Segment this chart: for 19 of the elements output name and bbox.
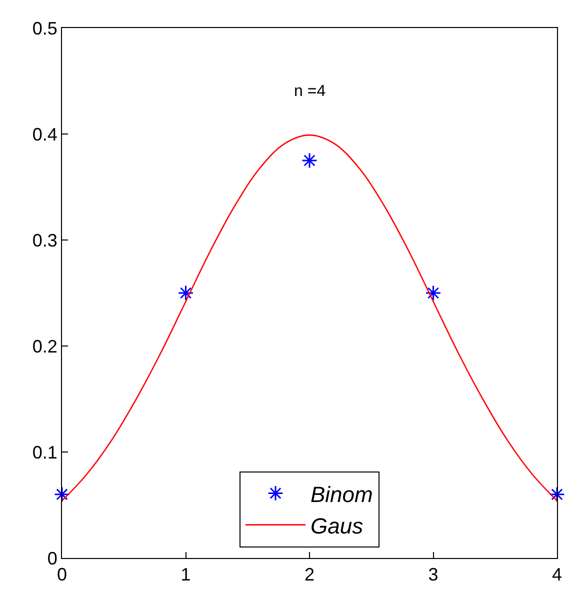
x-tick-label: 2 <box>304 564 315 585</box>
point <box>425 285 442 301</box>
x-tick-label: 1 <box>180 564 191 585</box>
x-tick-label: 4 <box>552 564 562 585</box>
legend-label: Gaus <box>310 513 364 538</box>
y-tick-label: 0 <box>47 548 58 568</box>
point <box>549 486 565 502</box>
y-tick-label: 0.5 <box>32 18 58 38</box>
point <box>178 285 194 301</box>
line-series <box>62 134 557 502</box>
y-tick-label: 0.1 <box>32 442 58 462</box>
point <box>302 152 318 168</box>
point <box>54 486 70 502</box>
y-tick-label: 0.3 <box>32 230 58 250</box>
annotation: n =4 <box>294 83 326 100</box>
y-tick-label: 0.2 <box>32 336 58 356</box>
x-tick-label: 3 <box>428 564 438 585</box>
legend-label: Binom <box>310 482 373 507</box>
y-tick-label: 0.4 <box>32 124 58 144</box>
